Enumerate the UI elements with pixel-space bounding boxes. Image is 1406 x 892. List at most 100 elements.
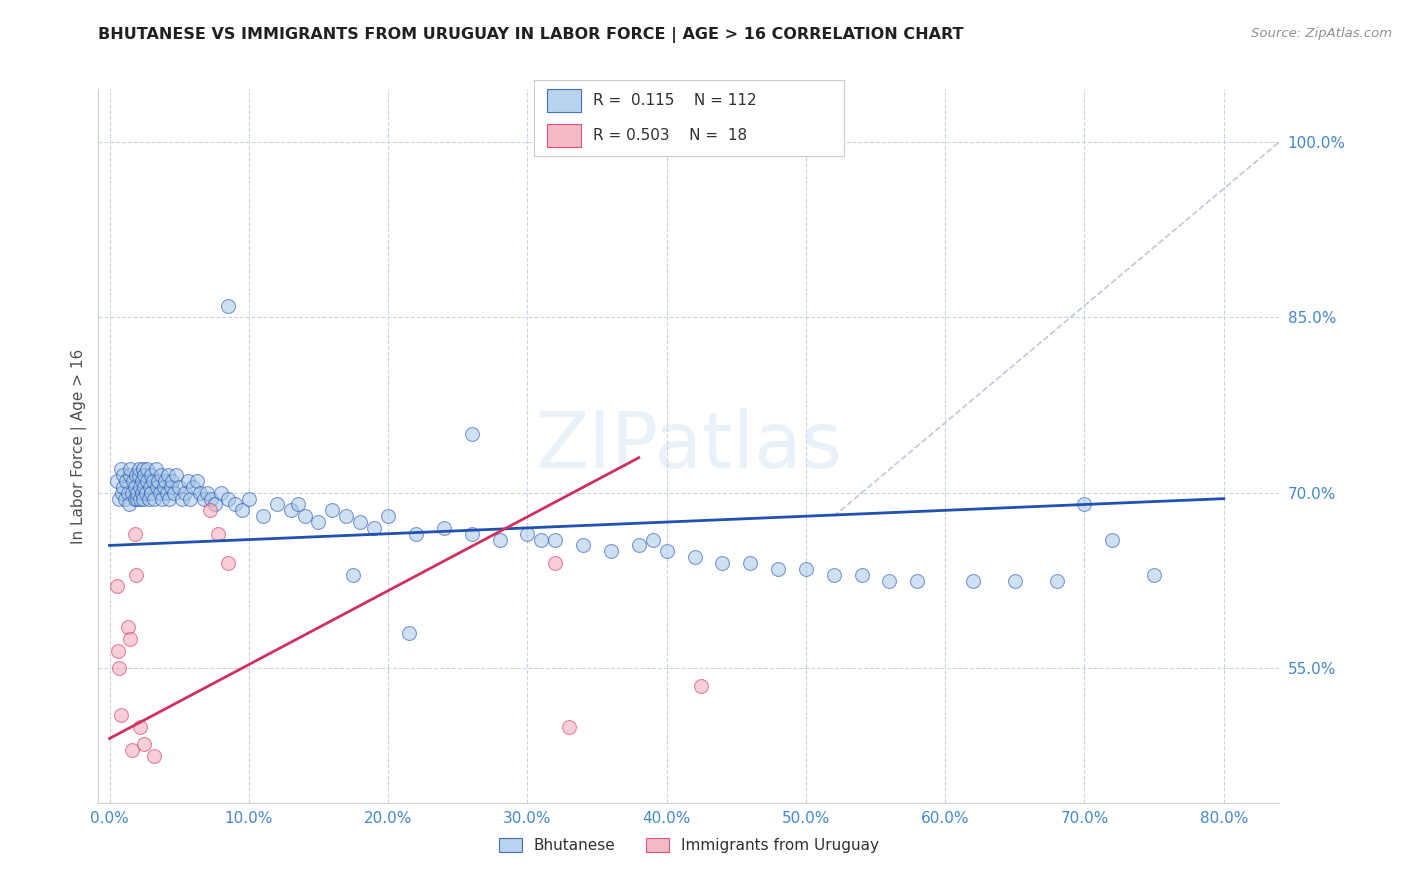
Point — [141, 468, 163, 483]
Point — [294, 509, 316, 524]
Point — [135, 485, 157, 500]
Text: Source: ZipAtlas.com: Source: ZipAtlas.com — [1251, 27, 1392, 40]
Point — [405, 526, 427, 541]
Point — [112, 468, 135, 483]
Point — [217, 556, 239, 570]
Point — [127, 485, 149, 500]
Point — [627, 538, 650, 552]
Point — [110, 462, 132, 476]
Point — [558, 720, 581, 734]
Point — [711, 556, 734, 570]
Point — [740, 556, 762, 570]
Point — [766, 562, 789, 576]
Point — [238, 491, 260, 506]
Text: BHUTANESE VS IMMIGRANTS FROM URUGUAY IN LABOR FORCE | AGE > 16 CORRELATION CHART: BHUTANESE VS IMMIGRANTS FROM URUGUAY IN … — [98, 27, 965, 43]
Point — [641, 533, 664, 547]
Point — [146, 480, 169, 494]
Point — [1143, 567, 1166, 582]
Point — [308, 515, 330, 529]
Point — [125, 468, 148, 483]
Point — [143, 749, 166, 764]
Point — [124, 526, 146, 541]
Point — [1004, 574, 1026, 588]
Point — [157, 468, 180, 483]
Point — [186, 474, 208, 488]
Point — [794, 562, 817, 576]
Point — [134, 480, 156, 494]
Point — [342, 567, 364, 582]
Point — [160, 480, 183, 494]
Point — [136, 474, 159, 488]
Point — [124, 480, 146, 494]
Point — [148, 474, 170, 488]
Point — [690, 679, 713, 693]
Point — [159, 491, 181, 506]
Point — [117, 620, 139, 634]
Point — [460, 526, 482, 541]
Point — [181, 480, 204, 494]
Point — [217, 491, 239, 506]
Point — [108, 661, 131, 675]
Point — [544, 533, 567, 547]
Point — [132, 462, 155, 476]
Point — [131, 474, 153, 488]
Point — [149, 485, 172, 500]
Point — [1046, 574, 1069, 588]
Point — [112, 480, 135, 494]
Y-axis label: In Labor Force | Age > 16: In Labor Force | Age > 16 — [72, 349, 87, 543]
Point — [134, 737, 156, 751]
Point — [231, 503, 253, 517]
Point — [516, 526, 538, 541]
Point — [128, 468, 150, 483]
Point — [110, 708, 132, 723]
Point — [200, 491, 222, 506]
Point — [851, 567, 873, 582]
Point — [224, 498, 246, 512]
Point — [165, 468, 187, 483]
Point — [136, 462, 159, 476]
Point — [195, 485, 218, 500]
Point — [114, 491, 136, 506]
Point — [207, 526, 229, 541]
Point — [152, 491, 174, 506]
Point — [252, 509, 274, 524]
Point — [124, 491, 146, 506]
Point — [600, 544, 623, 558]
FancyBboxPatch shape — [547, 124, 581, 147]
Point — [125, 567, 148, 582]
Point — [162, 485, 184, 500]
Point — [280, 503, 302, 517]
Point — [111, 485, 134, 500]
Point — [363, 521, 385, 535]
Point — [544, 556, 567, 570]
Point — [129, 480, 152, 494]
Point — [127, 491, 149, 506]
Point — [139, 480, 162, 494]
Point — [217, 299, 239, 313]
Point — [287, 498, 309, 512]
Point — [266, 498, 288, 512]
Point — [321, 503, 343, 517]
Point — [153, 480, 176, 494]
Point — [905, 574, 928, 588]
Point — [132, 491, 155, 506]
Point — [117, 485, 139, 500]
Text: R = 0.503    N =  18: R = 0.503 N = 18 — [593, 128, 747, 143]
Point — [179, 491, 201, 506]
Point — [572, 538, 595, 552]
Point — [142, 474, 165, 488]
Point — [167, 480, 190, 494]
Point — [398, 626, 420, 640]
Point — [962, 574, 984, 588]
Point — [122, 474, 145, 488]
Point — [349, 515, 371, 529]
Point — [128, 462, 150, 476]
Point — [138, 491, 160, 506]
Point — [131, 485, 153, 500]
FancyBboxPatch shape — [547, 89, 581, 112]
Point — [377, 509, 399, 524]
Point — [118, 498, 141, 512]
Point — [143, 491, 166, 506]
Point — [121, 743, 143, 757]
Point — [488, 533, 510, 547]
